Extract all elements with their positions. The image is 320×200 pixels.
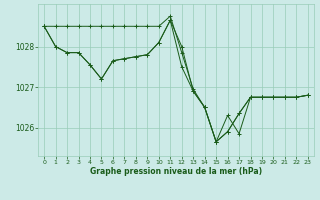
X-axis label: Graphe pression niveau de la mer (hPa): Graphe pression niveau de la mer (hPa): [90, 167, 262, 176]
